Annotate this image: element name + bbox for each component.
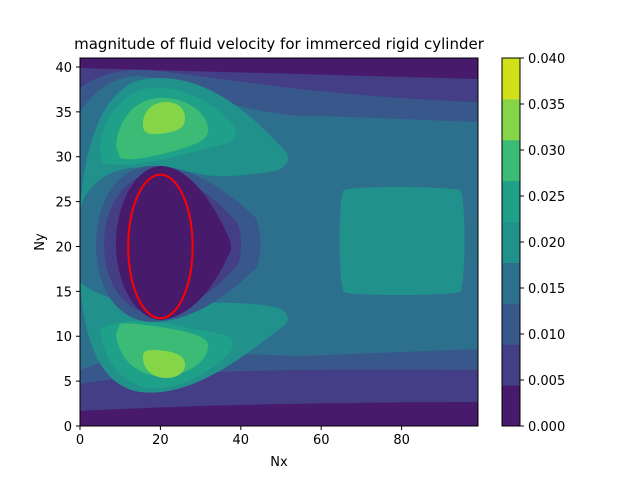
- colorbar-tick-label: 0.010: [528, 328, 565, 343]
- colorbar-tick-label: 0.030: [528, 144, 565, 159]
- y-tick-label: 5: [64, 375, 72, 390]
- x-tick-label: 20: [152, 433, 169, 448]
- plot-frame: [79, 57, 479, 427]
- contour-level-6-lower: [116, 323, 209, 377]
- y-tick-label: 0: [64, 420, 72, 435]
- y-tick-label: 10: [55, 330, 72, 345]
- y-axis-label: Ny: [33, 233, 48, 251]
- colorbar-tick-label: 0.020: [528, 236, 565, 251]
- y-tick-label: 25: [55, 196, 72, 211]
- y-tick-label: 15: [55, 285, 72, 300]
- contour-bottom-wall: [80, 402, 478, 426]
- x-tick-label: 60: [313, 433, 330, 448]
- colorbar-tick-label: 0.015: [528, 282, 565, 297]
- colorbar-tick-label: 0.005: [528, 374, 565, 389]
- x-tick-label: 40: [233, 433, 250, 448]
- y-tick-label: 35: [55, 106, 72, 121]
- y-tick-label: 40: [55, 61, 72, 76]
- x-tick-label: 0: [76, 433, 84, 448]
- plot-area: [80, 58, 478, 426]
- x-axis-label: Nx: [270, 455, 288, 470]
- colorbar-tick-label: 0.040: [528, 52, 565, 67]
- colorbar-swatch: [502, 303, 520, 345]
- colorbar-swatch: [502, 221, 520, 263]
- colorbar-swatch: [502, 180, 520, 223]
- colorbar-swatch: [502, 262, 520, 304]
- colorbar-tick-label: 0.000: [528, 420, 565, 435]
- y-axis: 0 5 10 15 20 25 30 35 40: [55, 61, 80, 435]
- colorbar-swatch: [502, 344, 520, 386]
- y-tick-label: 30: [55, 151, 72, 166]
- x-axis: 0 20 40 60 80: [76, 426, 410, 448]
- y-tick-label: 20: [55, 240, 72, 255]
- colorbar-swatch: [502, 385, 520, 427]
- cylinder-outline: [127, 173, 194, 320]
- colorbar-swatch: [502, 139, 520, 182]
- colorbar-swatch: [502, 98, 520, 141]
- contour-top-wall: [80, 58, 478, 79]
- colorbar: 0.000 0.005 0.010 0.015 0.020 0.025 0.030 0.035…: [501, 52, 565, 435]
- colorbar-tick-label: 0.035: [528, 98, 565, 113]
- contour-level-7-lower: [142, 350, 186, 378]
- x-tick-label: 80: [393, 433, 410, 448]
- contour-wake-0: [116, 166, 231, 320]
- chart-title: magnitude of fluid velocity for immerced…: [74, 35, 485, 53]
- contour-level-4-plateau: [339, 187, 465, 295]
- colorbar-tick-label: 0.025: [528, 190, 565, 205]
- contour-level-7-upper: [142, 102, 186, 134]
- colorbar-swatch: [502, 58, 520, 100]
